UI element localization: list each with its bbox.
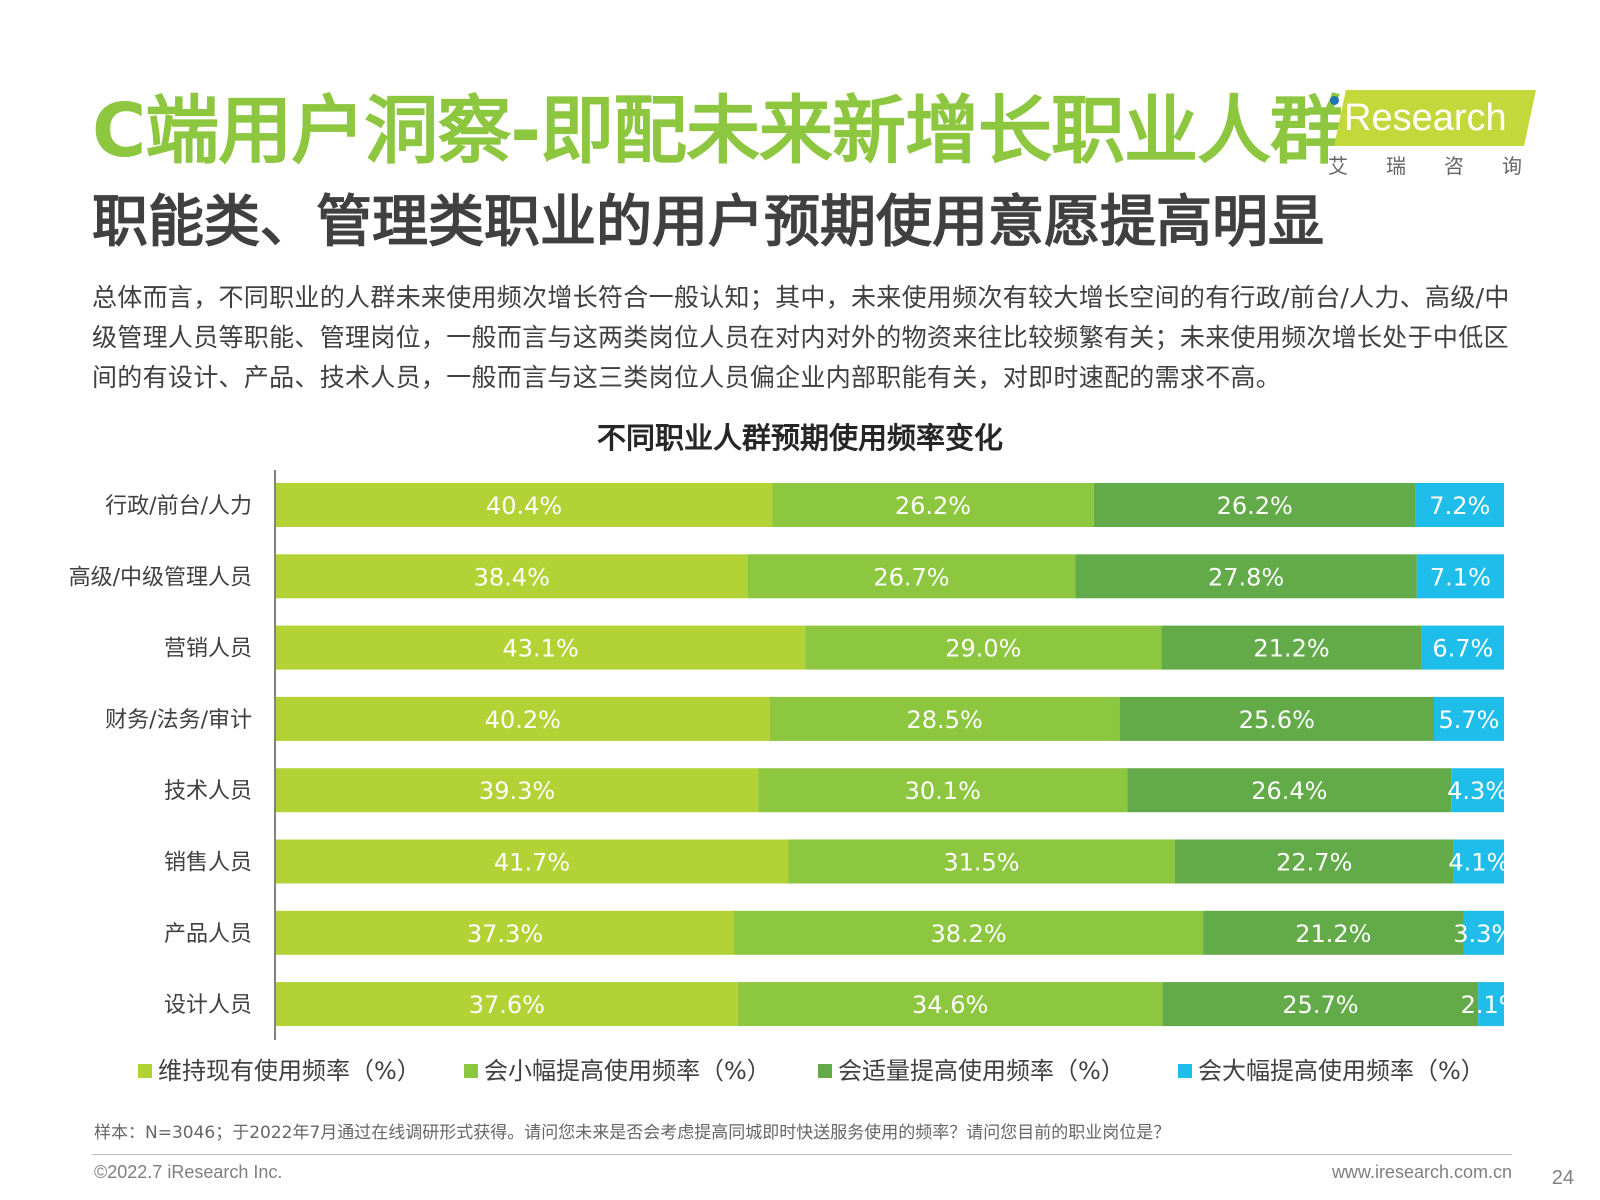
copyright-text: ©2022.7 iResearch Inc. bbox=[94, 1162, 283, 1182]
category-label: 行政/前台/人力 bbox=[105, 494, 252, 519]
bar-segment bbox=[276, 910, 735, 955]
category-label: 销售人员 bbox=[164, 851, 252, 876]
category-label: 高级/中级管理人员 bbox=[69, 565, 252, 590]
legend-item: 会小幅提高使用频率（%） bbox=[464, 1055, 771, 1087]
category-label: 技术人员 bbox=[164, 779, 252, 804]
bar-segment bbox=[1203, 910, 1464, 955]
bar-segment bbox=[758, 768, 1128, 813]
bar-segment bbox=[805, 625, 1162, 670]
footer-divider bbox=[92, 1154, 1512, 1155]
bar-value-label: 26.2% bbox=[895, 492, 971, 520]
bar-segment bbox=[1174, 839, 1454, 884]
iresearch-logo: Research 艾瑞咨询 bbox=[1318, 84, 1560, 184]
logo-dot-icon bbox=[1330, 96, 1339, 105]
legend-item: 会适量提高使用频率（%） bbox=[818, 1055, 1125, 1087]
bar-value-label: 22.7% bbox=[1276, 849, 1352, 877]
page-title: C端用户洞察-即配未来新增长职业人群 bbox=[92, 88, 1344, 174]
logo-subtext: 艾瑞咨询 bbox=[1328, 154, 1560, 178]
bar-segment bbox=[1075, 554, 1417, 599]
bar-value-label: 26.2% bbox=[1217, 492, 1293, 520]
sample-note: 样本：N=3046；于2022年7月通过在线调研形式获得。请问您未来是否会考虑提… bbox=[94, 1123, 1171, 1143]
bar-segment bbox=[1127, 768, 1452, 813]
legend-swatch bbox=[464, 1064, 478, 1078]
bar-value-label: 21.2% bbox=[1295, 920, 1371, 948]
bar-value-label: 34.6% bbox=[912, 991, 988, 1019]
bar-segment bbox=[1421, 625, 1504, 670]
bar-value-label: 25.7% bbox=[1282, 991, 1358, 1019]
bar-segment bbox=[276, 839, 789, 884]
chart-title: 不同职业人群预期使用频率变化 bbox=[596, 421, 1003, 455]
bar-value-label: 30.1% bbox=[905, 777, 981, 805]
bar-value-label: 40.4% bbox=[486, 492, 562, 520]
bar-segment bbox=[1162, 982, 1479, 1027]
bar-segment bbox=[747, 554, 1076, 599]
legend-swatch bbox=[138, 1064, 152, 1078]
bar-value-label: 4.3% bbox=[1447, 777, 1508, 805]
bar-segment bbox=[769, 696, 1120, 741]
logo-text: Research bbox=[1344, 97, 1507, 139]
category-label: 营销人员 bbox=[164, 637, 252, 662]
bar-value-label: 7.2% bbox=[1429, 492, 1490, 520]
bar-segment bbox=[1478, 982, 1504, 1027]
bar-value-label: 27.8% bbox=[1208, 563, 1284, 591]
bar-value-label: 5.7% bbox=[1439, 706, 1500, 734]
bar-value-label: 29.0% bbox=[945, 635, 1021, 663]
bar-segment bbox=[1416, 554, 1504, 599]
bar-segment bbox=[734, 910, 1204, 955]
legend-item: 维持现有使用频率（%） bbox=[138, 1055, 421, 1087]
bar-segment bbox=[1415, 483, 1504, 527]
page-number: 24 bbox=[1551, 1167, 1574, 1189]
bar-segment bbox=[276, 696, 770, 741]
legend-label: 维持现有使用频率（%） bbox=[158, 1057, 421, 1085]
bar-value-label: 43.1% bbox=[503, 635, 579, 663]
bar-value-label: 38.4% bbox=[474, 563, 550, 591]
bar-value-label: 31.5% bbox=[943, 849, 1019, 877]
bar-segment bbox=[276, 554, 748, 599]
legend-label: 会适量提高使用频率（%） bbox=[838, 1057, 1125, 1085]
website-link[interactable]: www.iresearch.com.cn bbox=[1331, 1162, 1512, 1182]
bar-value-label: 28.5% bbox=[907, 706, 983, 734]
bar-segment bbox=[1093, 483, 1416, 527]
bar-value-label: 40.2% bbox=[485, 706, 561, 734]
bar-segment bbox=[737, 982, 1163, 1027]
bar-value-label: 4.1% bbox=[1448, 849, 1509, 877]
legend-item: 会大幅提高使用频率（%） bbox=[1178, 1055, 1485, 1087]
bar-segment bbox=[772, 483, 1094, 527]
legend-swatch bbox=[818, 1064, 832, 1078]
bar-value-label: 38.2% bbox=[930, 920, 1006, 948]
category-label: 设计人员 bbox=[164, 993, 252, 1018]
legend-label: 会小幅提高使用频率（%） bbox=[484, 1057, 771, 1085]
bar-value-label: 26.7% bbox=[873, 563, 949, 591]
bar-segment bbox=[1463, 910, 1504, 955]
bar-value-label: 21.2% bbox=[1253, 635, 1329, 663]
bar-value-label: 41.7% bbox=[494, 849, 570, 877]
bar-segment bbox=[788, 839, 1175, 884]
bar-value-label: 2.1% bbox=[1461, 991, 1522, 1019]
bar-value-label: 6.7% bbox=[1432, 635, 1493, 663]
description-text: 总体而言，不同职业的人群未来使用频次增长符合一般认知；其中，未来使用频次有较大增… bbox=[92, 283, 1510, 392]
category-label: 财务/法务/审计 bbox=[105, 708, 252, 733]
legend-label: 会大幅提高使用频率（%） bbox=[1198, 1057, 1485, 1085]
bar-value-label: 7.1% bbox=[1430, 563, 1491, 591]
page-subtitle: 职能类、管理类职业的用户预期使用意愿提高明显 bbox=[92, 190, 1324, 255]
bar-value-label: 37.6% bbox=[469, 991, 545, 1019]
bar-segment bbox=[276, 768, 759, 813]
bar-value-label: 26.4% bbox=[1251, 777, 1327, 805]
bar-value-label: 3.3% bbox=[1453, 920, 1514, 948]
bar-segment bbox=[1434, 696, 1504, 741]
bar-value-label: 37.3% bbox=[467, 920, 543, 948]
bar-segment bbox=[276, 982, 738, 1027]
category-label: 产品人员 bbox=[164, 922, 252, 947]
bar-segment bbox=[1119, 696, 1435, 741]
bar-segment bbox=[276, 483, 773, 527]
legend-swatch bbox=[1178, 1064, 1192, 1078]
bar-value-label: 25.6% bbox=[1239, 706, 1315, 734]
bar-segment bbox=[1453, 839, 1504, 884]
bar-value-label: 39.3% bbox=[479, 777, 555, 805]
chart-legend: 维持现有使用频率（%） 会小幅提高使用频率（%） 会适量提高使用频率（%） 会大幅提高… bbox=[138, 1055, 1600, 1091]
bar-segment bbox=[276, 625, 806, 670]
bar-segment bbox=[1161, 625, 1422, 670]
bar-segment bbox=[1451, 768, 1504, 813]
